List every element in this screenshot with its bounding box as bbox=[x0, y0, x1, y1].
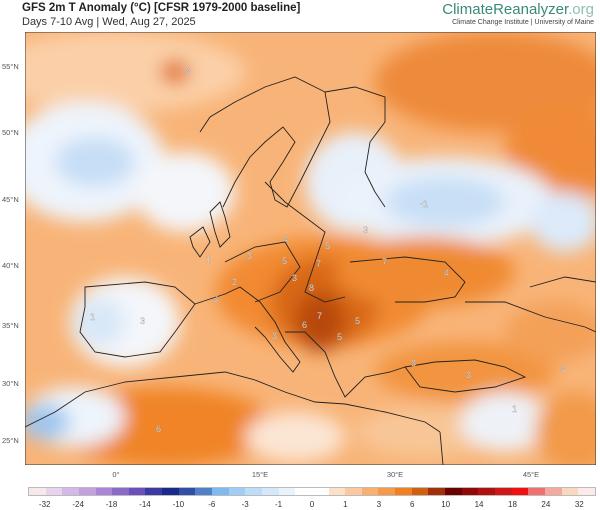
colorbar-segment bbox=[428, 488, 446, 495]
colorbar-segment bbox=[345, 488, 362, 495]
colorbar-segment bbox=[544, 488, 562, 495]
colorbar-segment bbox=[278, 488, 296, 495]
contour-label: 3 bbox=[560, 364, 565, 374]
brand-name: ClimateReanalyzer bbox=[442, 1, 569, 18]
colorbar-tick: 24 bbox=[541, 500, 551, 509]
contour-label: 3 bbox=[247, 251, 252, 261]
brand-logo[interactable]: ClimateReanalyzer.org bbox=[442, 1, 594, 18]
colorbar-segment bbox=[478, 488, 495, 495]
colorbar-tick: -14 bbox=[139, 500, 151, 509]
colorbar-tick: 32 bbox=[574, 500, 584, 509]
lat-label: 55°N bbox=[2, 62, 19, 71]
contour-label: 3 bbox=[292, 273, 297, 283]
colorbar-segment bbox=[145, 488, 163, 495]
contour-label: 3 bbox=[272, 331, 277, 341]
colorbar-segment bbox=[228, 488, 246, 495]
colorbar-segment bbox=[445, 488, 462, 495]
lon-label: 45°E bbox=[522, 470, 540, 479]
colorbar-segment bbox=[328, 488, 346, 495]
contour-label: 7 bbox=[382, 257, 387, 267]
contour-label: 3 bbox=[363, 225, 368, 235]
colorbar-segment bbox=[511, 488, 529, 495]
colorbar-segment bbox=[395, 488, 412, 495]
colorbar-segment bbox=[95, 488, 113, 495]
colorbar-tick: -3 bbox=[241, 500, 249, 509]
contour-label: 7 bbox=[316, 259, 321, 269]
map-subtitle: Days 7-10 Avg | Wed, Aug 27, 2025 bbox=[22, 16, 196, 28]
lat-label: 25°N bbox=[2, 436, 19, 445]
contour-label: 5 bbox=[337, 332, 342, 342]
lon-label: 30°E bbox=[386, 470, 404, 479]
contour-label: 4 bbox=[283, 234, 288, 244]
contour-label: 5 bbox=[355, 316, 360, 326]
colorbar-tick: 18 bbox=[508, 500, 517, 509]
contour-label: 4 bbox=[444, 268, 449, 278]
colorbar-segment bbox=[561, 488, 579, 495]
colorbar-tick: -32 bbox=[38, 500, 51, 509]
lat-label: 50°N bbox=[2, 128, 19, 137]
anomaly-field bbox=[25, 32, 596, 465]
contour-label: 3 bbox=[185, 66, 190, 76]
colorbar-segment bbox=[128, 488, 146, 495]
colorbar-segment bbox=[461, 488, 479, 495]
colorbar-segment bbox=[162, 488, 179, 495]
brand-subtitle: Climate Change Institute | University of… bbox=[452, 19, 594, 26]
brand-tld: .org bbox=[568, 1, 594, 18]
contour-label: 3 bbox=[213, 294, 218, 304]
map-title: GFS 2m T Anomaly (°C) [CFSR 1979-2000 ba… bbox=[22, 2, 301, 14]
contour-label: 3 bbox=[466, 370, 471, 380]
colorbar-segment bbox=[212, 488, 229, 495]
contour-label: 6 bbox=[156, 424, 161, 434]
contour-label: 3 bbox=[411, 358, 416, 368]
colorbar-segment bbox=[578, 488, 595, 495]
colorbar-tick: -1 bbox=[275, 500, 283, 509]
lat-label: 35°N bbox=[2, 321, 19, 330]
colorbar-segment bbox=[528, 488, 545, 495]
colorbar-segment bbox=[411, 488, 429, 495]
contour-label: -1 bbox=[420, 199, 428, 209]
colorbar-tick: -24 bbox=[72, 500, 84, 509]
colorbar-segment bbox=[311, 488, 329, 495]
colorbar-segment bbox=[45, 488, 63, 495]
lat-label: 30°N bbox=[2, 379, 19, 388]
contour-label: 3 bbox=[140, 316, 145, 326]
colorbar-tick: 0 bbox=[309, 500, 315, 509]
colorbar-segment bbox=[295, 488, 312, 495]
contour-label: 5 bbox=[325, 241, 330, 251]
contour-label: 1 bbox=[512, 404, 517, 414]
coastlines bbox=[25, 76, 596, 465]
colorbar-segment bbox=[178, 488, 196, 495]
colorbar-segment bbox=[494, 488, 512, 495]
contour-label: 1 bbox=[90, 312, 95, 322]
colorbar-segment bbox=[62, 488, 79, 495]
colorbar-tick: -18 bbox=[105, 500, 118, 509]
lon-label: 15°E bbox=[251, 470, 269, 479]
colorbar-segment bbox=[195, 488, 213, 495]
colorbar-segment bbox=[361, 488, 379, 495]
colorbar-segment bbox=[78, 488, 96, 495]
lat-label: 40°N bbox=[2, 261, 19, 270]
colorbar-tick: 1 bbox=[343, 500, 348, 509]
colorbar-segment bbox=[261, 488, 279, 495]
colorbar-tick: 14 bbox=[474, 500, 484, 509]
contour-label: 6 bbox=[302, 320, 307, 330]
lat-label: 45°N bbox=[2, 195, 19, 204]
colorbar-segment bbox=[245, 488, 262, 495]
contour-label: 7 bbox=[317, 311, 322, 321]
contour-label: 2 bbox=[232, 277, 237, 287]
contour-label: 8 bbox=[309, 283, 314, 293]
lon-label: 0° bbox=[112, 470, 120, 479]
colorbar-tick: 10 bbox=[441, 500, 451, 509]
colorbar-segment bbox=[378, 488, 396, 495]
colorbar-tick: 6 bbox=[410, 500, 415, 509]
colorbar-segment bbox=[29, 488, 46, 495]
colorbar-tick: -10 bbox=[172, 500, 185, 509]
colorbar-tick: -6 bbox=[208, 500, 216, 509]
colorbar-tick: 3 bbox=[376, 500, 382, 509]
colorbar-segment bbox=[112, 488, 129, 495]
colorbar bbox=[28, 487, 596, 496]
contour-label: 5 bbox=[282, 256, 287, 266]
contour-label: 1 bbox=[206, 254, 211, 264]
